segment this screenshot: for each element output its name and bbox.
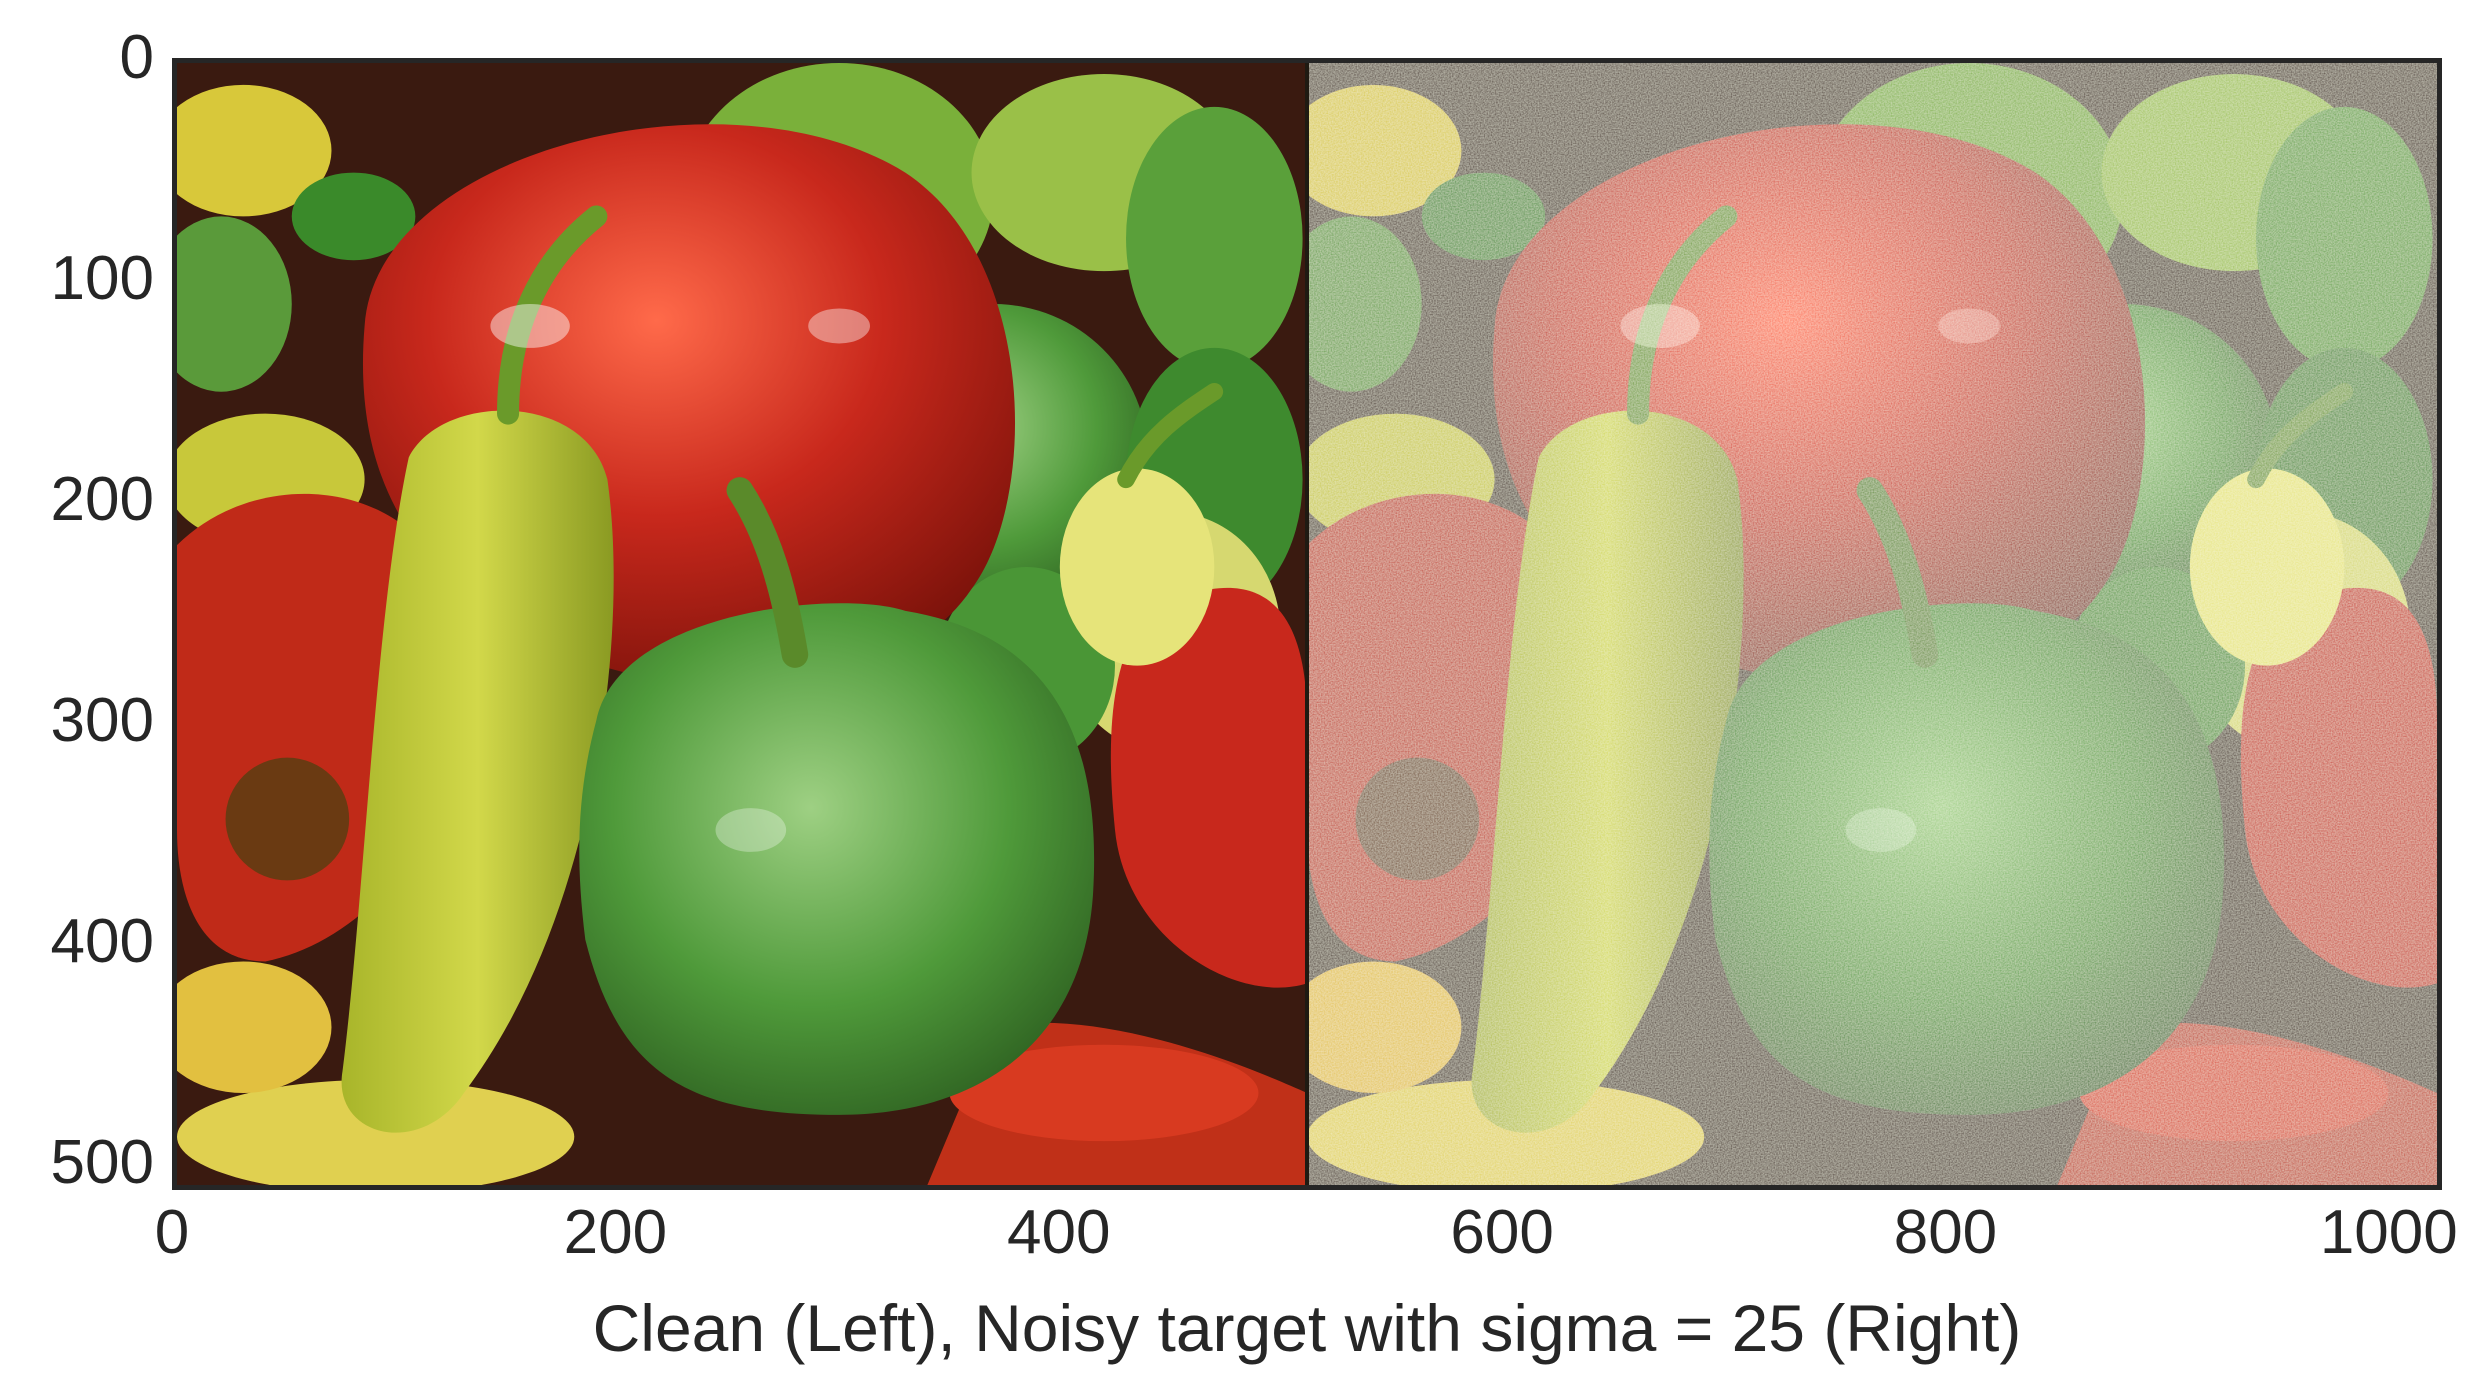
clean-image-panel xyxy=(177,63,1307,1185)
image-axes xyxy=(172,58,2442,1190)
y-tick-label: 400 xyxy=(50,907,154,977)
noisy-image-panel xyxy=(1307,63,2437,1185)
x-tick-label: 0 xyxy=(154,1198,190,1267)
y-tick-label: 200 xyxy=(50,465,154,535)
x-axis-label: Clean (Left), Noisy target with sigma = … xyxy=(592,1291,2022,1365)
x-tick-label: 400 xyxy=(1006,1198,1111,1267)
y-tick-label: 500 xyxy=(50,1128,154,1198)
peppers-image xyxy=(177,63,1307,1185)
peppers-image xyxy=(1307,63,2437,1185)
panel-divider xyxy=(1305,63,1309,1185)
y-tick-label: 0 xyxy=(119,23,154,92)
x-tick-label: 800 xyxy=(1893,1198,1998,1267)
y-tick-label: 100 xyxy=(50,244,154,314)
x-tick-label: 200 xyxy=(563,1198,668,1267)
x-tick-label: 600 xyxy=(1450,1198,1554,1267)
y-tick-label: 300 xyxy=(50,686,154,756)
x-tick-label: 1000 xyxy=(2319,1198,2458,1267)
